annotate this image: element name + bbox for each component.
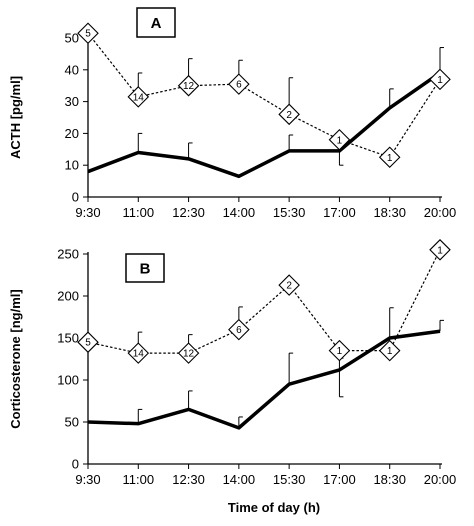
diamond-marker [429, 68, 451, 91]
x-tick-label: 12:30 [172, 472, 205, 487]
diamond-marker [328, 128, 351, 151]
y-tick-label: 250 [57, 247, 79, 262]
y-tick-label: 0 [72, 457, 79, 472]
panel-b-corticosterone-chart: 0 50 100 150 200 250 9:30 11:00 12:30 14:00 15:30 1… [8, 239, 457, 515]
x-tick-label: 14:00 [223, 205, 256, 220]
diamond-marker [378, 339, 401, 362]
diamond-marker [177, 342, 200, 364]
x-tick-label: 12:30 [172, 205, 205, 220]
diamond-marker [77, 22, 99, 45]
y-tick-label: 40 [65, 62, 79, 77]
marker-count-label: 12 [183, 349, 195, 360]
marker-count-label: 1 [337, 346, 343, 357]
marker-count-label: 1 [337, 135, 343, 146]
marker-count-label: 6 [236, 80, 242, 91]
x-tick-label: 11:00 [122, 205, 154, 220]
y-tick-label: 20 [65, 126, 79, 141]
y-tick-label: 200 [57, 289, 79, 304]
series-dotted-line [87, 32, 441, 158]
marker-count-label: 2 [286, 281, 292, 292]
x-tick-label: 18:30 [373, 205, 406, 220]
diamond-marker [278, 103, 300, 126]
y-tick-label: 0 [72, 190, 79, 205]
marker-count-label: 1 [437, 75, 443, 86]
y-tick-label: 150 [57, 331, 79, 346]
panel-label-box [136, 7, 176, 38]
diamond-marker [228, 318, 250, 341]
marker-count-label: 1 [387, 346, 393, 357]
diamond-marker [228, 73, 250, 95]
series-solid-line [87, 71, 441, 179]
marker-count-label: 14 [133, 349, 145, 360]
x-tick-label: 11:00 [122, 472, 154, 487]
x-axis-title: Time of day (h) [228, 500, 320, 515]
diamond-marker [127, 86, 150, 108]
panel-a-acth-chart: 0 10 20 30 40 50 9:30 11:00 12:30 14:00 15:30 17:00… [8, 7, 457, 220]
x-tick-label: 17:00 [323, 205, 356, 220]
marker-count-label: 5 [85, 338, 91, 349]
panel-label-box [125, 253, 165, 283]
marker-count-label: 12 [183, 81, 195, 92]
x-tick-label: 20:00 [424, 205, 457, 220]
marker-count-label: 14 [133, 92, 145, 103]
x-tick-label: 18:30 [373, 472, 406, 487]
diamond-marker [127, 342, 150, 364]
x-tick-label: 17:00 [323, 472, 356, 487]
series-solid-line [87, 329, 441, 430]
marker-count-label: 1 [387, 153, 393, 164]
x-tick-label: 15:30 [273, 205, 306, 220]
y-tick-label: 50 [65, 415, 79, 430]
y-tick-label: 10 [65, 158, 79, 173]
y-tick-label: 50 [65, 31, 79, 46]
marker-count-label: 6 [236, 325, 242, 336]
diamond-marker [429, 239, 451, 261]
diamond-marker [328, 339, 351, 362]
y-axis-title: Corticosterone [ng/ml] [8, 289, 23, 428]
x-tick-label: 15:30 [273, 472, 306, 487]
x-tick-label: 20:00 [424, 472, 457, 487]
x-tick-label: 14:00 [223, 472, 256, 487]
marker-count-label: 5 [85, 29, 91, 40]
marker-count-label: 2 [286, 110, 292, 121]
diamond-marker [77, 331, 99, 353]
diamond-marker [278, 274, 300, 296]
diamond-marker [378, 146, 401, 169]
panel-label: A [151, 15, 162, 32]
x-tick-label: 9:30 [75, 472, 100, 487]
y-tick-label: 100 [57, 373, 79, 388]
y-tick-label: 30 [65, 94, 79, 109]
marker-count-label: 1 [437, 245, 443, 256]
x-tick-label: 9:30 [75, 205, 100, 220]
y-axis-title: ACTH [pg/ml] [8, 76, 23, 159]
panel-label: B [140, 261, 151, 278]
diamond-marker [177, 74, 200, 97]
